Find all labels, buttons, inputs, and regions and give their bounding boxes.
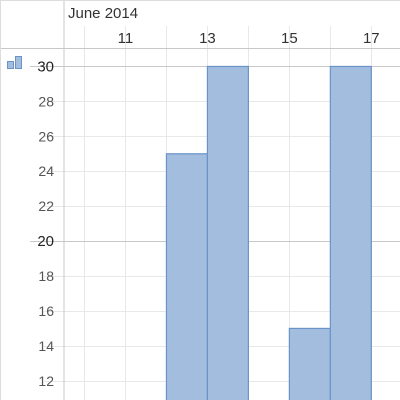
x-axis-ticks: 11 13 15 17 [118,30,380,47]
x-tick-label: 15 [281,30,298,47]
x-tick-label: 13 [199,30,216,47]
y-tick-label: 24 [38,163,54,179]
y-tick-label: 20 [37,233,54,250]
y-tick-label: 22 [38,198,54,214]
y-tick-label: 28 [38,93,54,109]
bar [165,153,209,400]
bar-chart-icon[interactable] [7,56,22,69]
y-axis-ticks: 12 14 16 18 20 22 24 26 28 30 [37,58,54,388]
period-label: June 2014 [68,5,138,22]
x-tick-label: 17 [363,30,380,47]
y-tick-label: 26 [38,128,54,144]
y-tick-label: 12 [38,373,54,389]
bars-layer [165,65,372,400]
y-tick-label: 30 [37,58,54,75]
bar [206,65,249,400]
y-tick-label: 14 [38,338,54,354]
y-tick-label: 16 [38,303,54,319]
x-tick-label: 11 [118,30,134,47]
bar [288,327,331,400]
y-tick-label: 18 [38,268,54,284]
bar [329,65,372,400]
